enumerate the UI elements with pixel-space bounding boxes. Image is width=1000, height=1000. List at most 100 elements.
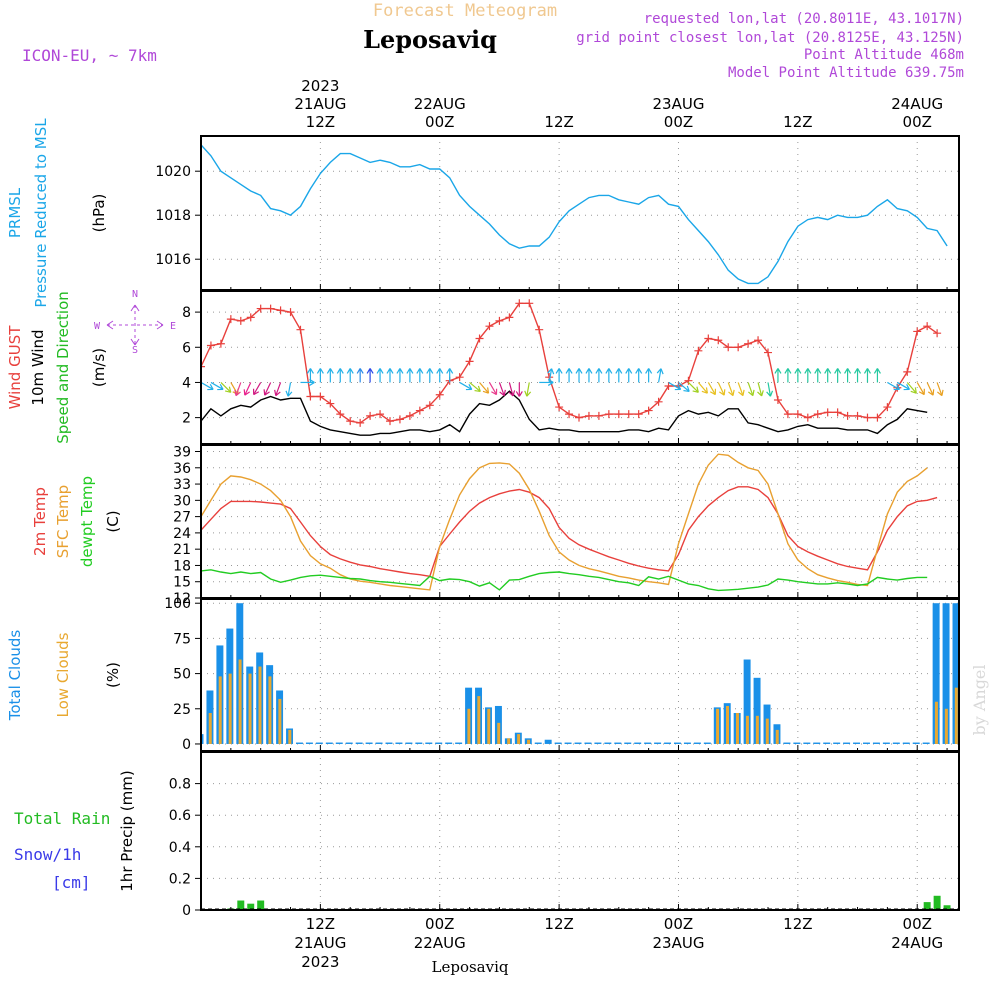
bar-total-clouds [863, 742, 870, 744]
gust-marker [256, 304, 265, 313]
wind-direction-arrow [678, 381, 690, 392]
panel-precip: 0 0.2 0.4 0.6 0.8 1hr Precip (mm) Total Rain Sn… [14, 751, 960, 919]
gust-marker [495, 316, 504, 325]
wind-arrow-head [336, 368, 344, 374]
y-tick-label: 1018 [155, 208, 191, 224]
bar-total-clouds [664, 742, 672, 744]
wind-arrow-head [406, 368, 414, 374]
gust-marker [724, 343, 733, 352]
y-tick-label: 6 [182, 340, 191, 356]
wind-direction-arrow [488, 382, 497, 395]
y-tick-label: 1016 [155, 252, 191, 268]
compass-letter: E [170, 321, 176, 332]
bar-low-clouds [775, 729, 779, 744]
wind-direction-arrow [220, 382, 232, 393]
wind-arrow-head [719, 389, 726, 396]
bar-rain [237, 900, 245, 910]
model-altitude: Model Point Altitude 639.75m [728, 65, 964, 81]
series-group [201, 144, 948, 285]
gust-marker [843, 411, 852, 420]
grid-point: grid point closest lon,lat (20.8125E, 43… [576, 30, 964, 46]
wind-arrow-head [709, 388, 717, 396]
wind-arrow-head [814, 368, 822, 374]
wind-direction-arrow [459, 381, 473, 390]
bar-total-clouds [455, 742, 463, 744]
precip-legend-label: Total Rain [14, 809, 110, 828]
bar-total-clouds [624, 742, 632, 744]
bar-rain [943, 905, 951, 910]
gust-marker [405, 411, 414, 420]
wind-arrow-head [508, 390, 516, 397]
gust-marker [505, 313, 514, 322]
bottom-time-label: 12Z [544, 915, 573, 933]
wind-arrow-head [376, 368, 384, 374]
gust-marker [296, 325, 305, 334]
bar-rain [923, 902, 931, 910]
wind-arrow-head [396, 368, 404, 374]
bar-total-clouds [683, 742, 691, 744]
gust-marker [764, 348, 773, 357]
bar-low-clouds [527, 739, 531, 744]
bar-total-clouds [902, 742, 910, 744]
bar-total-clouds [415, 742, 423, 744]
gust-marker [933, 329, 942, 338]
wind-arrow-head [499, 389, 506, 397]
y-tick-label: 39 [173, 445, 191, 461]
bar-total-clouds [445, 742, 453, 744]
wind-direction-arrow [747, 382, 754, 396]
y-tick-label: 30 [173, 493, 191, 509]
bar-total-clouds [872, 742, 880, 744]
wind-direction-arrow [548, 368, 553, 383]
wind-arrow-head [910, 387, 917, 394]
wind-arrow-head [738, 389, 745, 397]
wind-arrow-head [547, 368, 555, 375]
panels: 1016 1018 1020 PRMSL Pressure Reduced to MSL… [6, 118, 960, 919]
wind-arrow-head [386, 368, 394, 374]
bar-total-clouds [375, 742, 383, 744]
wind-arrow-head [274, 389, 281, 397]
bar-low-clouds [934, 701, 938, 744]
wind-arrow-head [794, 368, 802, 374]
y-axis-label: Pressure Reduced to MSL [32, 118, 50, 308]
y-tick-label: 0 [182, 737, 191, 753]
bar-low-clouds [477, 696, 481, 744]
bar-total-clouds [574, 742, 582, 744]
bar-total-clouds [584, 742, 592, 744]
y-axis-label: (C) [104, 510, 122, 532]
wind-arrow-head [834, 368, 842, 374]
bar-total-clouds [912, 742, 920, 744]
y-tick-label: 0.2 [169, 871, 191, 887]
bar-low-clouds [507, 738, 511, 744]
gust-marker [266, 304, 275, 313]
gust-marker [206, 341, 215, 350]
wind-direction-arrow [936, 382, 943, 396]
y-axis-label: Low Clouds [54, 632, 72, 717]
gust-marker [201, 362, 205, 371]
top-time-label: 00Z [664, 113, 693, 131]
top-time-label: 12Z [544, 113, 573, 131]
bar-total-clouds [325, 742, 333, 744]
top-time-label: 00Z [903, 113, 932, 131]
wind-arrow-head [844, 368, 852, 374]
gust-marker [475, 334, 484, 343]
y-axis-label: (%) [104, 662, 122, 688]
bar-total-clouds [693, 742, 701, 744]
wind-arrow-head [873, 368, 881, 374]
bar-total-clouds [952, 603, 959, 744]
y-tick-label: 15 [173, 575, 191, 591]
gust-marker [694, 346, 703, 355]
gust-marker [415, 406, 424, 415]
bar-total-clouds [823, 742, 831, 744]
requested-location: requested lon,lat (20.8011E, 43.1017N) [644, 11, 964, 27]
bar-total-clouds [554, 742, 562, 744]
bar-low-clouds [726, 705, 730, 744]
gust-marker [276, 306, 285, 315]
gust-marker [654, 397, 663, 406]
top-time-label: 12Z [783, 113, 812, 131]
location-title: Leposaviq [363, 25, 497, 54]
series-line-10m-wind [201, 390, 928, 436]
bar-total-clouds [604, 742, 612, 744]
bottom-time-label: 21AUG [294, 934, 346, 952]
wind-arrow-head [524, 390, 532, 397]
wind-arrow-head [356, 368, 364, 374]
